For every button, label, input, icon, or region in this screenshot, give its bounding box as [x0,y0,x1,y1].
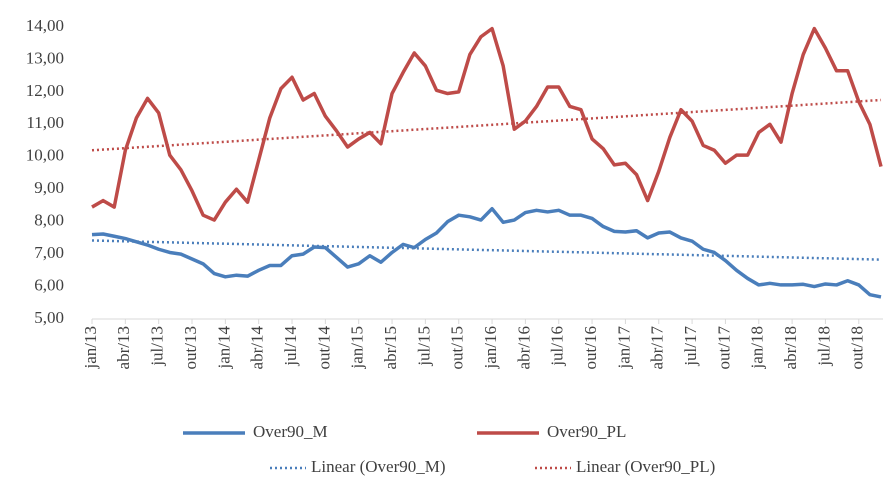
legend-label: Over90_M [253,422,328,441]
x-tick-label: out/15 [448,326,467,369]
x-tick-label: jan/13 [81,326,100,370]
line-series [91,206,882,299]
x-tick-label: jul/13 [148,326,167,367]
x-tick-label: jul/18 [814,326,833,367]
y-tick-label: 14,00 [26,16,64,35]
legend-label: Linear (Over90_PL) [576,457,715,476]
x-tick-label: abr/16 [514,326,533,369]
y-tick-label: 9,00 [34,178,64,197]
x-tick-label: abr/15 [381,326,400,369]
y-tick-label: 12,00 [26,81,64,100]
trendline [91,98,882,152]
x-tick-label: abr/18 [781,326,800,369]
x-tick-label: abr/13 [114,326,133,369]
y-tick-label: 5,00 [34,308,64,327]
x-tick-label: out/16 [581,326,600,369]
legend-label: Linear (Over90_M) [311,457,446,476]
x-tick-label: jan/16 [481,326,500,370]
y-tick-label: 6,00 [34,275,64,294]
x-tick-label: jul/14 [281,326,300,367]
x-tick-label: out/18 [848,326,867,369]
y-tick-label: 11,00 [26,113,64,132]
x-tick-label: jan/15 [348,326,367,370]
y-tick-label: 13,00 [26,48,64,67]
trendline [91,239,882,261]
legend-label: Over90_PL [547,422,626,441]
x-tick-label: jul/16 [548,326,567,367]
y-tick-label: 7,00 [34,243,64,262]
x-tick-label: jan/18 [748,326,767,370]
x-tick-label: jul/17 [681,326,700,367]
x-tick-label: out/13 [181,326,200,369]
line-series [91,26,883,222]
y-tick-label: 8,00 [34,211,64,230]
x-tick-label: out/14 [314,326,333,370]
y-tick-label: 10,00 [26,146,64,165]
x-tick-label: jan/14 [214,326,233,370]
x-tick-label: out/17 [714,326,733,370]
x-tick-label: jul/15 [414,326,433,367]
x-tick-label: abr/17 [648,326,667,370]
x-tick-label: abr/14 [248,326,267,370]
x-tick-label: jan/17 [614,326,633,370]
